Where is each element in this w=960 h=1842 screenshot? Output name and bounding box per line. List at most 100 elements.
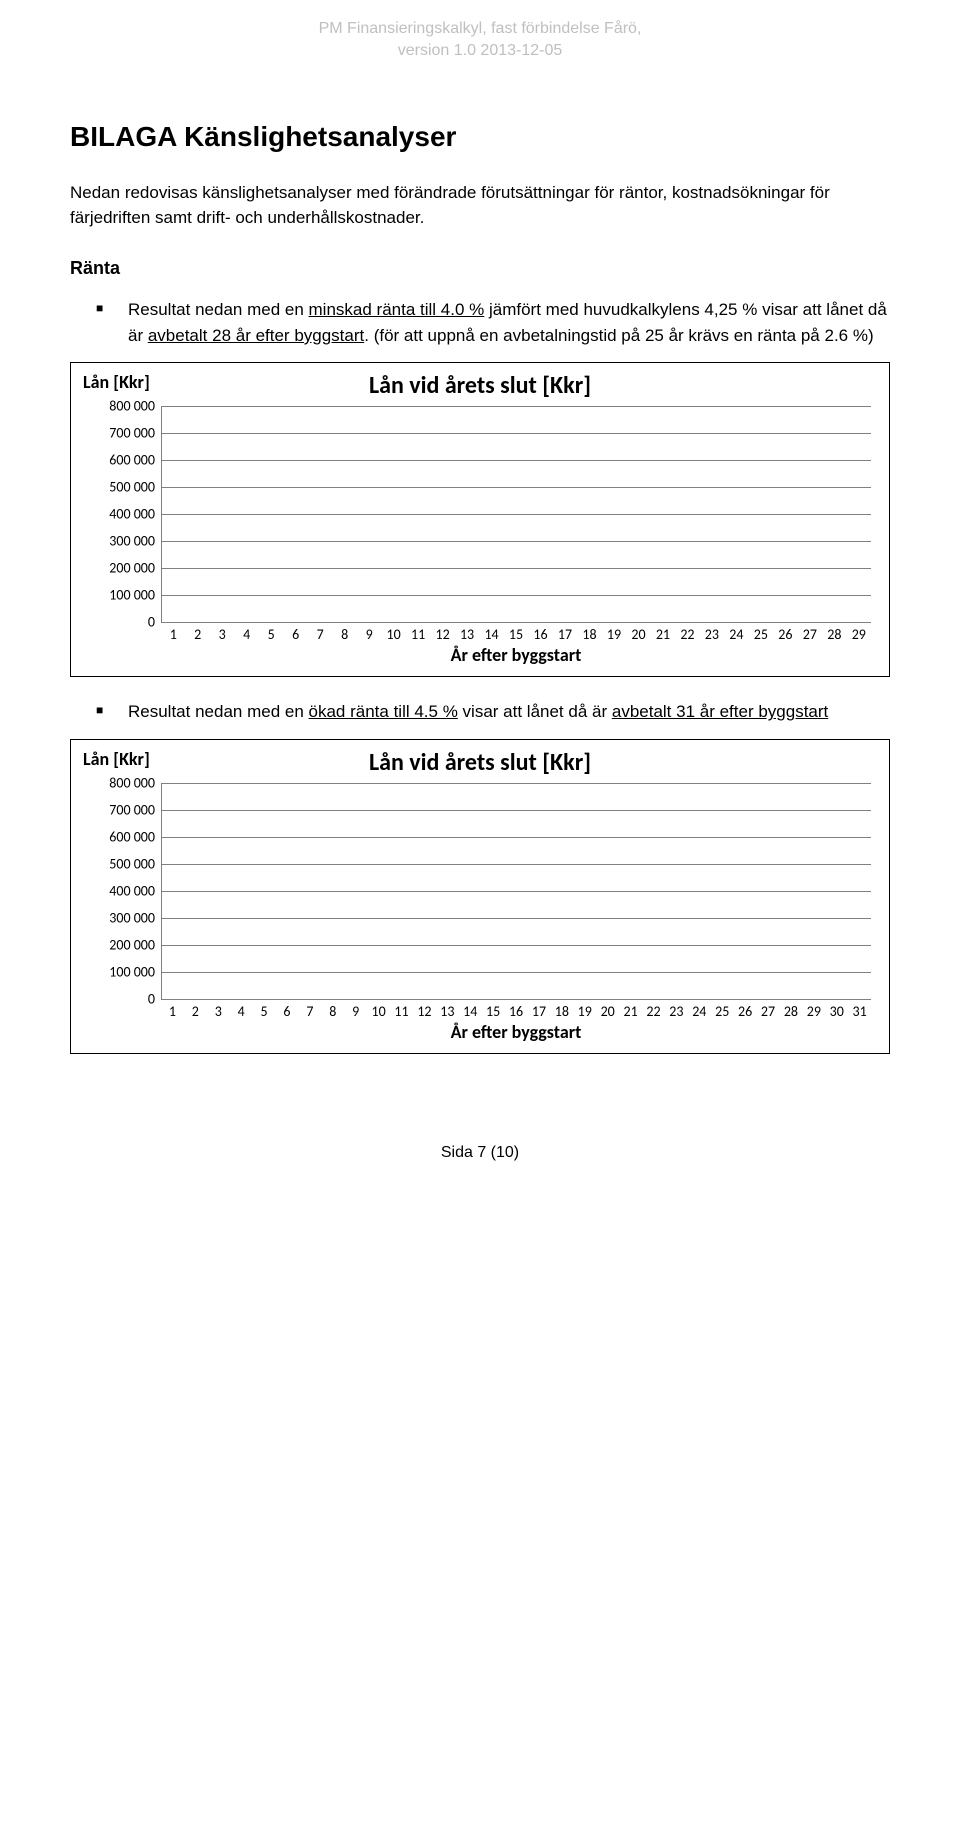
gridline bbox=[162, 487, 871, 488]
chart-1-x-axis-title: År efter byggstart bbox=[161, 644, 871, 666]
x-tick-label: 10 bbox=[367, 1003, 390, 1020]
gridline bbox=[162, 837, 871, 838]
y-tick-label: 300 000 bbox=[83, 533, 155, 550]
gridline bbox=[162, 783, 871, 784]
y-tick-label: 400 000 bbox=[83, 882, 155, 899]
gridline bbox=[162, 918, 871, 919]
x-tick-label: 16 bbox=[528, 626, 552, 643]
gridline bbox=[162, 460, 871, 461]
bullet-1: Resultat nedan med en minskad ränta till… bbox=[96, 297, 890, 348]
section-title: Ränta bbox=[70, 258, 890, 279]
x-tick-label: 1 bbox=[161, 1003, 184, 1020]
x-tick-label: 19 bbox=[602, 626, 626, 643]
x-tick-label: 9 bbox=[357, 626, 381, 643]
x-tick-label: 7 bbox=[308, 626, 332, 643]
x-tick-label: 13 bbox=[436, 1003, 459, 1020]
x-tick-label: 24 bbox=[688, 1003, 711, 1020]
x-tick-label: 22 bbox=[675, 626, 699, 643]
gridline bbox=[162, 541, 871, 542]
chart-2-plot-area bbox=[161, 783, 871, 1000]
y-tick-label: 200 000 bbox=[83, 936, 155, 953]
y-tick-label: 200 000 bbox=[83, 560, 155, 577]
x-tick-label: 18 bbox=[577, 626, 601, 643]
x-tick-label: 25 bbox=[749, 626, 773, 643]
x-tick-label: 14 bbox=[479, 626, 503, 643]
gridline bbox=[162, 406, 871, 407]
x-tick-label: 26 bbox=[773, 626, 797, 643]
x-tick-label: 4 bbox=[230, 1003, 253, 1020]
x-tick-label: 3 bbox=[210, 626, 234, 643]
x-tick-label: 27 bbox=[757, 1003, 780, 1020]
x-tick-label: 24 bbox=[724, 626, 748, 643]
x-tick-label: 12 bbox=[430, 626, 454, 643]
x-tick-label: 23 bbox=[700, 626, 724, 643]
x-tick-label: 1 bbox=[161, 626, 185, 643]
y-tick-label: 0 bbox=[83, 990, 155, 1007]
x-tick-label: 4 bbox=[234, 626, 258, 643]
y-tick-label: 300 000 bbox=[83, 909, 155, 926]
chart-1-title: Lån vid årets slut [Kkr] bbox=[83, 371, 877, 400]
x-tick-label: 21 bbox=[651, 626, 675, 643]
y-tick-label: 600 000 bbox=[83, 828, 155, 845]
y-tick-label: 500 000 bbox=[83, 855, 155, 872]
x-tick-label: 17 bbox=[553, 626, 577, 643]
gridline bbox=[162, 595, 871, 596]
header-line-1: PM Finansieringskalkyl, fast förbindelse… bbox=[70, 18, 890, 40]
y-tick-label: 100 000 bbox=[83, 963, 155, 980]
x-tick-label: 29 bbox=[847, 626, 871, 643]
x-tick-label: 16 bbox=[505, 1003, 528, 1020]
y-tick-label: 0 bbox=[83, 614, 155, 631]
x-tick-label: 31 bbox=[848, 1003, 871, 1020]
x-tick-label: 15 bbox=[482, 1003, 505, 1020]
y-tick-label: 700 000 bbox=[83, 801, 155, 818]
x-tick-label: 19 bbox=[573, 1003, 596, 1020]
x-tick-label: 2 bbox=[184, 1003, 207, 1020]
chart-1-canvas: 0100 000200 000300 000400 000500 000600 … bbox=[83, 406, 877, 668]
x-tick-label: 18 bbox=[550, 1003, 573, 1020]
y-tick-label: 800 000 bbox=[83, 774, 155, 791]
x-tick-label: 25 bbox=[711, 1003, 734, 1020]
y-tick-label: 400 000 bbox=[83, 506, 155, 523]
x-tick-label: 10 bbox=[381, 626, 405, 643]
x-tick-label: 5 bbox=[253, 1003, 276, 1020]
x-tick-label: 17 bbox=[528, 1003, 551, 1020]
x-tick-label: 28 bbox=[779, 1003, 802, 1020]
x-tick-label: 6 bbox=[276, 1003, 299, 1020]
chart-2-x-labels: 1234567891011121314151617181920212223242… bbox=[161, 1003, 871, 1020]
x-tick-label: 29 bbox=[802, 1003, 825, 1020]
bullet-list-1: Resultat nedan med en minskad ränta till… bbox=[96, 297, 890, 348]
chart-1-y-labels: 0100 000200 000300 000400 000500 000600 … bbox=[83, 406, 155, 622]
x-tick-label: 12 bbox=[413, 1003, 436, 1020]
bullet-list-2: Resultat nedan med en ökad ränta till 4.… bbox=[96, 699, 890, 725]
y-tick-label: 700 000 bbox=[83, 425, 155, 442]
x-tick-label: 27 bbox=[798, 626, 822, 643]
y-tick-label: 100 000 bbox=[83, 587, 155, 604]
x-tick-label: 3 bbox=[207, 1003, 230, 1020]
bullet-2: Resultat nedan med en ökad ränta till 4.… bbox=[96, 699, 890, 725]
chart-2-title: Lån vid årets slut [Kkr] bbox=[83, 748, 877, 777]
gridline bbox=[162, 891, 871, 892]
y-tick-label: 600 000 bbox=[83, 452, 155, 469]
x-tick-label: 22 bbox=[642, 1003, 665, 1020]
gridline bbox=[162, 568, 871, 569]
x-tick-label: 8 bbox=[332, 626, 356, 643]
x-tick-label: 11 bbox=[406, 626, 430, 643]
chart-2-x-axis-title: År efter byggstart bbox=[161, 1021, 871, 1043]
x-tick-label: 23 bbox=[665, 1003, 688, 1020]
gridline bbox=[162, 945, 871, 946]
gridline bbox=[162, 810, 871, 811]
x-tick-label: 6 bbox=[283, 626, 307, 643]
x-tick-label: 9 bbox=[344, 1003, 367, 1020]
gridline bbox=[162, 972, 871, 973]
x-tick-label: 11 bbox=[390, 1003, 413, 1020]
chart-2-y-labels: 0100 000200 000300 000400 000500 000600 … bbox=[83, 783, 155, 999]
chart-2-canvas: 0 100 000 200 000 300 000 400 000 500 000 600 … bbox=[83, 783, 877, 1045]
x-tick-label: 20 bbox=[626, 626, 650, 643]
chart-1: Lån [Kkr] Lån vid årets slut [Kkr] 0100 … bbox=[70, 362, 890, 677]
x-tick-label: 5 bbox=[259, 626, 283, 643]
x-tick-label: 26 bbox=[734, 1003, 757, 1020]
page-title: BILAGA Känslighetsanalyser bbox=[70, 121, 890, 153]
page-footer: Sida 7 (10) bbox=[70, 1144, 890, 1162]
x-tick-label: 30 bbox=[825, 1003, 848, 1020]
gridline bbox=[162, 864, 871, 865]
